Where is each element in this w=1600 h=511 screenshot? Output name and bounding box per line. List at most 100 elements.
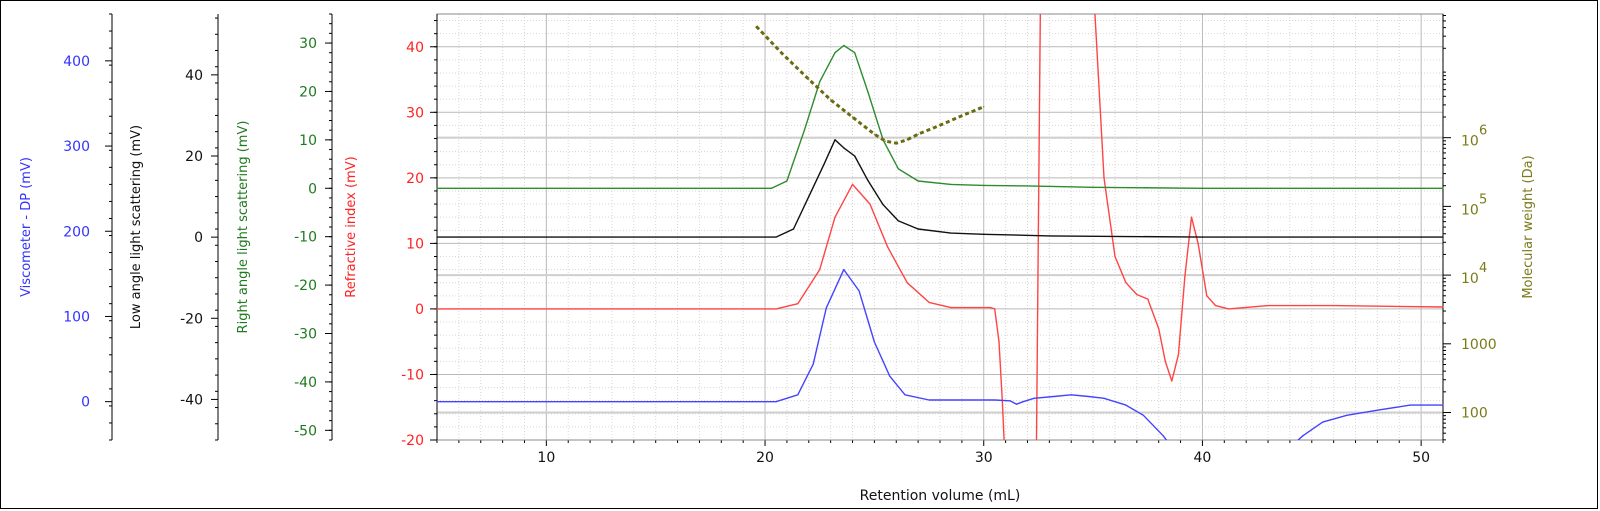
y-tick-label-rals: 30 [299,36,317,52]
data-point-rals [1311,187,1313,189]
data-point-visc [858,290,860,292]
data-point-visc [797,394,799,396]
y-tick-label-mw-exp: 5 [1479,192,1487,207]
data-point-rals [771,187,773,189]
data-point-lals [436,236,438,238]
y-tick-label-ri: -20 [401,433,424,449]
data-point-mw [830,99,832,101]
data-point-ri [1096,59,1099,61]
y-tick-label-lals: 0 [194,230,203,246]
data-point-visc [1022,401,1024,403]
data-point-lals [1048,235,1050,237]
data-point-visc [1088,395,1090,398]
x-axis-title: Retention volume (mL) [860,488,1021,504]
data-point-visc [436,401,438,403]
data-point-rals [950,183,952,185]
data-point-ri [906,282,908,284]
data-point-rals [1201,187,1204,189]
y-axis-title-ri: Refractive index (mV) [344,156,359,297]
data-point-mw [939,124,941,126]
data-point-rals [917,180,919,182]
data-point-mw [808,78,810,80]
data-point-rals [867,90,869,93]
data-point-lals [823,163,825,165]
y-tick-label-lals: 40 [185,68,203,84]
data-point-rals [854,52,856,54]
data-point-mw [906,139,908,141]
y-axis-title-visc: Viscometer - DP (mV) [19,157,34,297]
data-point-lals [854,155,856,157]
data-point-rals [803,129,806,131]
data-point-lals [1201,236,1204,238]
data-point-ri [1158,327,1160,330]
data-point-ri [998,341,1000,343]
data-point-visc [1302,435,1304,437]
data-point-visc [1322,421,1324,423]
y-tick-label-ri: 0 [415,302,424,318]
data-point-mw [781,53,784,55]
data-point-visc [812,363,814,365]
data-point-visc [904,394,906,396]
data-point-ri [950,307,952,309]
y-tick-label-mw: 1000 [1461,337,1497,353]
data-point-mw [873,133,875,135]
y-tick-label-visc: 400 [63,54,90,70]
y-tick-label-ri: 30 [406,105,424,121]
y-tick-label-rals: -10 [294,230,317,246]
data-point-rals [1092,186,1094,188]
data-point-rals [1026,185,1029,187]
data-point-visc [994,399,996,401]
y-tick-label-visc: 300 [63,139,90,155]
data-point-ri [1228,308,1230,310]
y-axis-title-lals: Low angle light scattering (mV) [129,125,144,329]
y-tick-label-mw: 10 [1461,271,1479,287]
data-point-visc [1070,394,1072,396]
data-point-mw [895,142,897,144]
data-point-rals [819,81,821,83]
data-point-visc [1442,404,1444,406]
data-point-ri [1147,298,1149,300]
data-point-visc [928,399,930,401]
data-point-mw [961,115,963,117]
data-point-lals [1442,236,1444,238]
data-point-ri [1171,380,1173,382]
y-tick-label-rals: 20 [299,84,317,100]
y-tick-label-mw: 10 [1461,202,1479,218]
data-point-mw [884,140,886,142]
data-point-ri [886,246,889,248]
x-tick-label: 20 [756,450,774,466]
y-tick-label-ri: 40 [406,40,424,56]
data-point-ri [1206,295,1208,297]
y-tick-label-lals: -20 [180,311,203,327]
data-point-visc [1053,395,1055,398]
data-point-visc [1033,397,1035,399]
data-point-visc [873,341,875,343]
data-point-visc [889,375,891,377]
y-axis-title-rals: Right angle light scattering (mV) [236,121,251,334]
data-point-lals [917,228,919,230]
data-point-ri [436,308,438,310]
data-point-lals [867,179,869,181]
y-tick-label-visc: 200 [63,224,90,240]
data-point-ri [819,269,821,271]
data-point-visc [1376,409,1378,411]
data-point-ri [1197,242,1199,244]
data-point-rals [897,168,900,170]
data-point-ri [1136,293,1138,296]
y-tick-label-mw-exp: 6 [1479,124,1487,139]
data-point-visc [1346,414,1348,416]
data-point-ri [1267,305,1269,307]
data-point-lals [843,147,845,149]
data-point-ri [1114,255,1116,258]
data-point-ri [851,183,854,185]
data-point-lals [882,204,884,206]
data-point-ri [1164,360,1166,362]
data-point-ri [1190,216,1193,218]
data-point-visc [1009,400,1011,402]
data-point-visc [825,307,827,309]
data-point-ri [1214,305,1217,307]
y-tick-label-mw: 100 [1461,406,1488,422]
data-point-visc [775,401,777,403]
y-tick-label-lals: 20 [185,149,203,165]
